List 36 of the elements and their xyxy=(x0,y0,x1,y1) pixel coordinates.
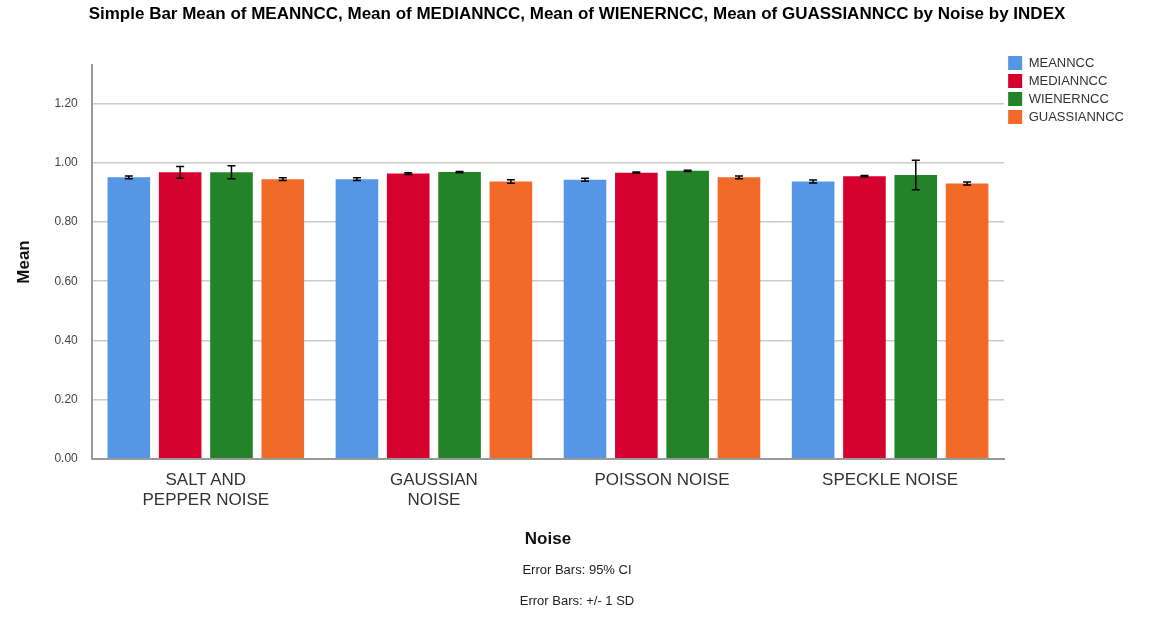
bar xyxy=(894,174,938,459)
bar xyxy=(945,183,989,459)
text: Error Bars: +/- 1 SD xyxy=(518,592,636,610)
x-axis-title: Noise xyxy=(524,529,572,549)
bar xyxy=(843,176,886,459)
bar xyxy=(791,181,835,459)
y-tick-label: 1.00 xyxy=(54,155,79,170)
chart-title: Simple Bar Mean of MEANNCC, Mean of MEDIANNCC, Mean of WIENERNCC, Mean of GUASSIANNCC by Noise by INDEX xyxy=(88,4,1066,23)
legend-label: WIENERNCC xyxy=(1028,90,1109,106)
y-tick-label: 0.60 xyxy=(54,273,79,288)
bar xyxy=(386,173,430,459)
text: Error Bars: 95% CI xyxy=(521,561,633,579)
x-tick-label: SALT AND PEPPER NOISE xyxy=(142,469,270,510)
y-tick-label: 0.40 xyxy=(54,332,79,347)
bar xyxy=(438,172,481,459)
x-tick-label: SPECKLE NOISE xyxy=(822,469,959,489)
x-tick-label: POISSON NOISE xyxy=(594,469,730,489)
bar xyxy=(563,179,607,459)
bar xyxy=(107,177,151,459)
y-tick-label: 0.80 xyxy=(54,214,79,229)
bar xyxy=(335,179,379,459)
bar xyxy=(615,172,658,459)
bar xyxy=(261,179,305,459)
y-tick-label: 0.00 xyxy=(54,451,79,466)
y-tick-label: 1.20 xyxy=(54,95,79,110)
bar xyxy=(666,170,709,459)
y-tick-label: 0.20 xyxy=(54,391,79,406)
legend-label: MEDIANNCC xyxy=(1028,72,1108,88)
bar xyxy=(210,172,253,459)
bar xyxy=(717,177,761,459)
legend-label: GUASSIANNCC xyxy=(1028,108,1125,124)
bar xyxy=(158,172,202,459)
legend-label: MEANNCC xyxy=(1028,54,1095,70)
y-axis-title: Mean xyxy=(13,240,33,284)
x-tick-label: GAUSSIAN NOISE xyxy=(389,469,478,510)
bar xyxy=(489,181,533,459)
